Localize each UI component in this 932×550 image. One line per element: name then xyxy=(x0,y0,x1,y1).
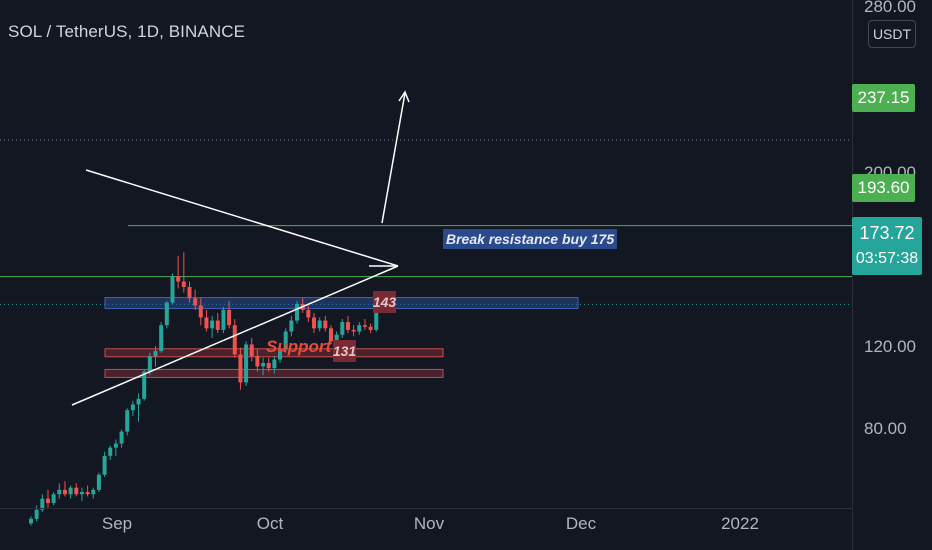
candle-down xyxy=(62,489,67,495)
candle-up xyxy=(289,320,294,332)
candle-up xyxy=(170,276,175,303)
candle-up xyxy=(119,431,124,444)
upper-trendline xyxy=(85,169,399,267)
candle-up xyxy=(147,356,152,372)
candle-up xyxy=(51,494,56,504)
candle-down xyxy=(306,309,311,318)
time-tick-label: Sep xyxy=(101,514,133,533)
candle-down xyxy=(187,286,192,299)
candle-down xyxy=(232,325,237,355)
support-annotation: Support xyxy=(266,337,332,356)
lower-trendline xyxy=(71,265,399,406)
candle-up xyxy=(102,455,107,475)
candle-up xyxy=(283,331,288,350)
candle-down xyxy=(198,305,203,318)
candle-down xyxy=(328,328,333,342)
candle-down xyxy=(249,344,254,357)
current-price: 173.72 xyxy=(859,223,915,243)
candle-down xyxy=(362,325,367,327)
chart-title: SOL / TetherUS, 1D, BINANCE xyxy=(8,22,246,41)
candle-down xyxy=(312,317,316,329)
candle-down xyxy=(266,362,271,369)
candle-down xyxy=(215,320,220,330)
candle-up xyxy=(79,492,84,495)
candle-down xyxy=(181,281,186,287)
price-tick-label: 120.00 xyxy=(864,337,916,356)
candle-up xyxy=(130,404,135,411)
resistance-zone xyxy=(104,297,579,310)
horizontal-levels xyxy=(0,225,852,278)
grid xyxy=(0,139,852,305)
candle-up xyxy=(108,447,113,456)
target-price-tag-1: 237.15 xyxy=(852,84,915,112)
time-tick-label: Dec xyxy=(565,514,597,533)
time-tick-label: Nov xyxy=(413,514,445,533)
candle-up xyxy=(96,474,101,490)
candle-up xyxy=(34,509,39,519)
target-arrow-line xyxy=(381,92,406,224)
candle-up xyxy=(340,322,345,335)
candle-up xyxy=(334,334,339,342)
candle-up xyxy=(317,320,322,329)
candle-down xyxy=(345,322,350,330)
candle-down xyxy=(204,317,209,329)
candle-up xyxy=(142,371,147,399)
price-axis-separator xyxy=(852,0,853,550)
candle-up xyxy=(295,304,300,321)
target-price-tag-2: 193.60 xyxy=(852,174,915,202)
candle-up xyxy=(153,351,158,357)
candle-up xyxy=(125,410,130,432)
currency-unit-button[interactable]: USDT xyxy=(868,20,916,48)
candle-down xyxy=(255,356,260,367)
price-tick-label: 280.00 xyxy=(864,0,916,16)
candle-up xyxy=(91,489,96,495)
candle-down xyxy=(45,498,50,504)
candle-down xyxy=(193,298,198,306)
candle-up xyxy=(357,325,362,332)
trend-drawings xyxy=(71,90,410,406)
candle-countdown: 03:57:38 xyxy=(855,250,919,267)
time-tick-label: Oct xyxy=(256,514,284,533)
price-tick-label: 80.00 xyxy=(864,419,907,438)
resistance-annotation: Break resistance buy 175 xyxy=(443,229,618,249)
candle-up xyxy=(136,398,141,405)
candle-up xyxy=(221,309,226,330)
level-131-label: 131 xyxy=(333,340,356,362)
candle-up xyxy=(261,362,266,367)
candle-up xyxy=(210,320,215,329)
candle-up xyxy=(57,489,62,495)
candle-up xyxy=(159,325,164,352)
price-zones xyxy=(104,297,579,378)
time-tick-label: 2022 xyxy=(721,514,759,533)
candle-down xyxy=(351,329,356,332)
candle-down xyxy=(323,320,328,329)
candle-down xyxy=(85,492,90,495)
candle-up xyxy=(272,359,277,369)
current-price-tag: 173.72 03:57:38 xyxy=(852,217,922,275)
candle-up xyxy=(68,487,73,495)
candle-down xyxy=(238,354,243,383)
candle-down xyxy=(227,309,232,326)
candle-down xyxy=(74,487,79,495)
candle-down xyxy=(368,326,373,330)
candle-up xyxy=(29,518,33,524)
target-arrow-head xyxy=(398,90,410,103)
candle-down xyxy=(176,276,181,282)
candle-up xyxy=(278,349,283,360)
candle-up xyxy=(244,344,249,383)
level-143-label: 143 xyxy=(373,291,396,313)
candle-up xyxy=(113,443,118,448)
candle-up xyxy=(40,498,45,510)
candle-up xyxy=(374,304,379,330)
candlestick-series xyxy=(29,252,379,526)
time-axis-separator xyxy=(0,508,852,509)
candle-up xyxy=(164,302,169,326)
